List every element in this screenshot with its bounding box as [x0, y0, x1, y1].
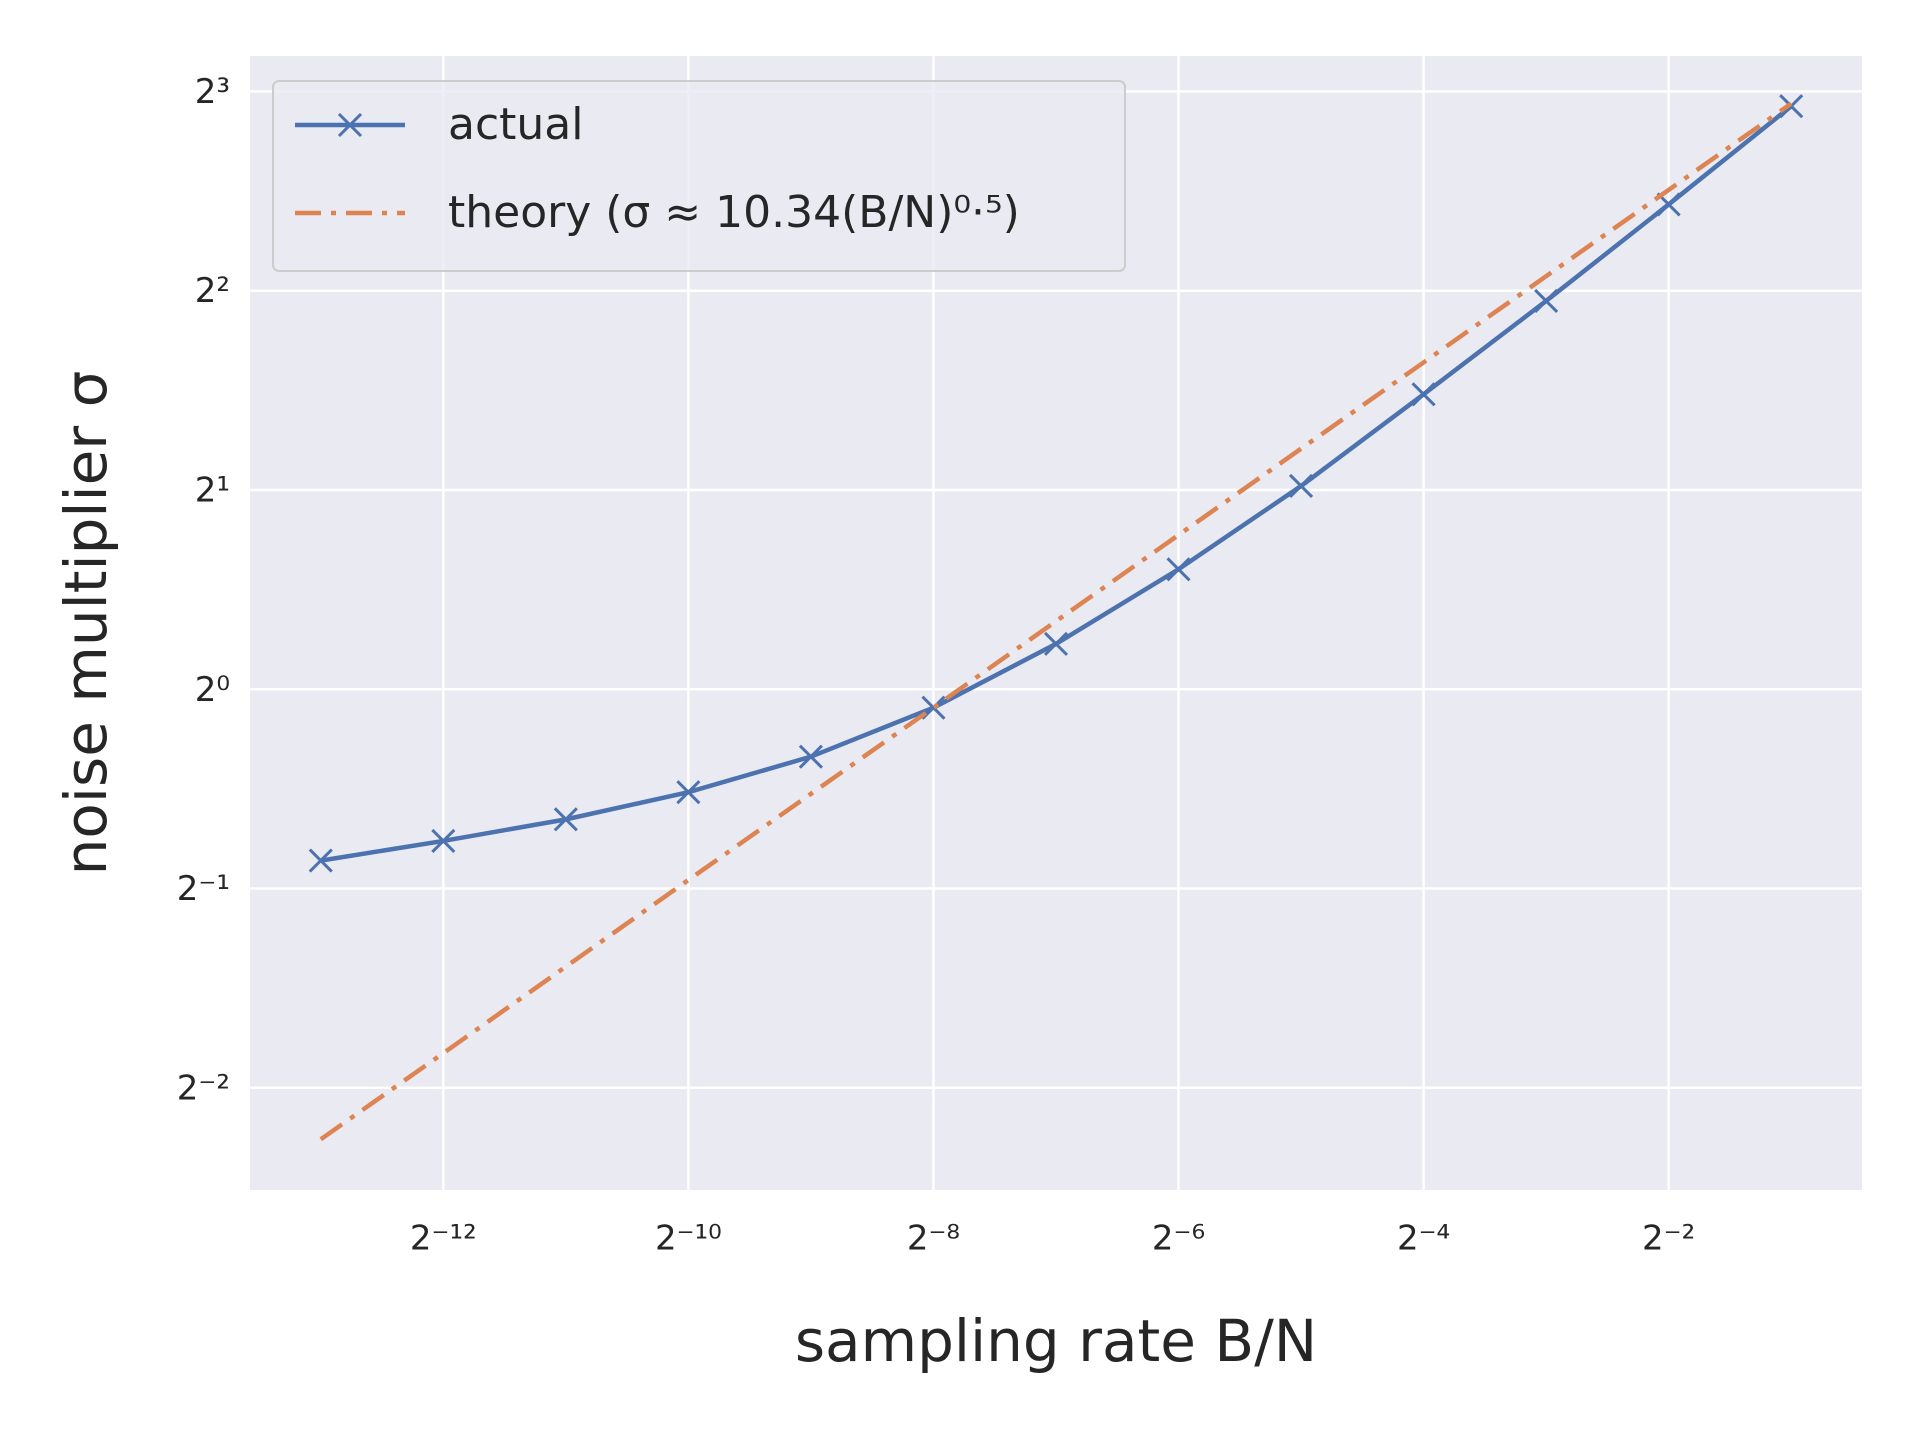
series-line: [319, 101, 1793, 1142]
legend-box: [272, 80, 1126, 272]
marker: [1411, 382, 1436, 407]
x-tick-label: 2⁻⁸: [907, 1219, 960, 1259]
marker: [431, 828, 456, 854]
x-tick-label: 2⁻⁶: [1152, 1219, 1205, 1259]
marker: [1166, 557, 1191, 582]
marker: [308, 848, 333, 873]
x-tick-label: 2⁻²: [1642, 1219, 1695, 1259]
y-tick-label: 2²: [195, 271, 230, 311]
y-tick-label: 2¹: [195, 470, 230, 510]
legend: actual theory (σ ≈ 10.34(B/N)⁰·⁵): [272, 80, 1126, 272]
marker: [1534, 288, 1559, 314]
legend-label: theory (σ ≈ 10.34(B/N)⁰·⁵): [448, 187, 1020, 238]
y-tick-label: 2⁰: [195, 670, 230, 710]
marker: [676, 780, 701, 805]
legend-label: actual: [448, 99, 583, 150]
x-tick-label: 2⁻¹²: [410, 1219, 477, 1259]
x-tick-label: 2⁻¹⁰: [655, 1219, 722, 1259]
marker: [553, 807, 578, 832]
y-axis-label: noise multiplier σ: [52, 371, 120, 876]
y-tick-label: 2⁻¹: [177, 869, 230, 909]
x-axis-label: sampling rate B/N: [795, 1307, 1317, 1375]
marker: [798, 744, 823, 769]
marker: [1043, 631, 1069, 656]
y-tick-label: 2³: [195, 72, 230, 112]
x-tick-label: 2⁻⁴: [1397, 1219, 1450, 1259]
y-tick-label: 2⁻²: [177, 1068, 230, 1108]
legend-marker: [337, 112, 363, 138]
marker: [1288, 473, 1314, 499]
